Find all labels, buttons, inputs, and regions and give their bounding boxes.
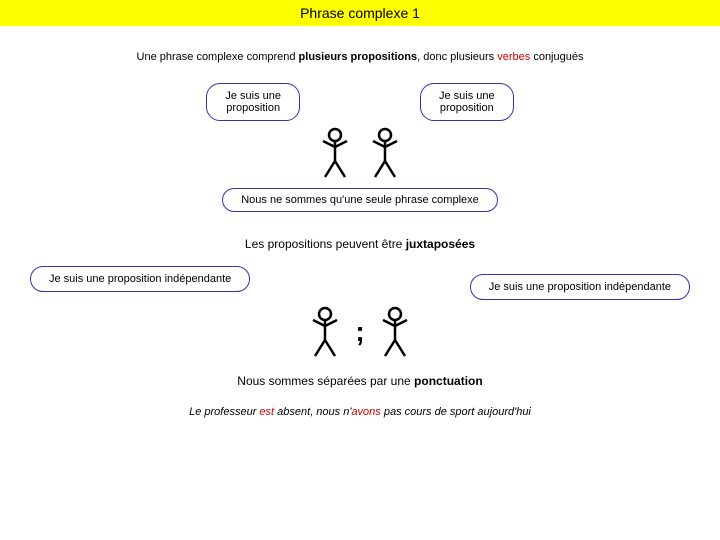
sep-bold: ponctuation [414,374,483,388]
ex-1red: est [259,406,274,418]
juxta-pre: Les propositions peuvent être [245,237,406,251]
intro-pre: Une phrase complexe comprend [137,51,299,63]
stick-figures-2: ; [0,304,720,359]
ex-1b: absent, nous n' [274,406,351,418]
indep-row: Je suis une proposition indépendante Je … [0,266,720,300]
page-title: Phrase complexe 1 [300,5,420,21]
stick-figures-1 [0,125,720,180]
ex-1a: Le professeur [189,406,259,418]
bubble-row-1: Je suis une proposition Je suis une prop… [0,83,720,121]
intro-bold: plusieurs propositions [299,51,418,63]
stick-figure-icon [305,304,345,359]
bubble-indep-left: Je suis une proposition indépendante [30,266,250,292]
semicolon-icon: ; [355,316,364,348]
stick-figure-icon [375,304,415,359]
title-bar: Phrase complexe 1 [0,0,720,26]
bubble-indep-right: Je suis une proposition indépendante [470,274,690,300]
juxta-text: Les propositions peuvent être juxtaposée… [0,237,720,251]
ex-2red: avons [351,406,380,418]
intro-text: Une phrase complexe comprend plusieurs p… [0,51,720,63]
ex-2b: pas cours de sport aujourd'hui [381,406,531,418]
bubble-right: Je suis une proposition [420,83,514,121]
intro-post: conjugués [530,51,583,63]
intro-mid: , donc plusieurs [417,51,497,63]
bubble-left: Je suis une proposition [206,83,300,121]
example-text: Le professeur est absent, nous n'avons p… [0,406,720,418]
sep-text: Nous sommes séparées par une ponctuation [0,374,720,388]
bubble-wide-1: Nous ne sommes qu'une seule phrase compl… [222,188,498,212]
stick-figure-icon [365,125,405,180]
juxta-bold: juxtaposées [406,237,475,251]
stick-figure-icon [315,125,355,180]
sep-pre: Nous sommes séparées par une [237,374,414,388]
intro-red: verbes [497,51,530,63]
